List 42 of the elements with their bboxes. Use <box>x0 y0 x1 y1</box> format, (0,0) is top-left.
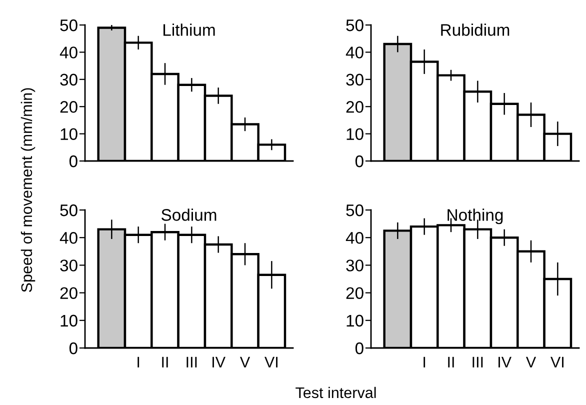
y-tick-label: 20 <box>346 101 364 113</box>
x-tick-label: III <box>186 356 197 368</box>
x-tick-label: VI <box>550 356 564 368</box>
y-tick-label: 50 <box>60 204 78 216</box>
y-tick-label: 10 <box>60 128 78 140</box>
y-tick-label: 10 <box>346 128 364 140</box>
y-tick-label: 50 <box>346 204 364 216</box>
y-tick-label: 20 <box>60 101 78 113</box>
y-tick-label: 50 <box>60 19 78 32</box>
y-tick-label: 30 <box>346 260 364 272</box>
y-tick-label: 20 <box>346 287 364 300</box>
x-tick-label: IV <box>212 356 226 368</box>
y-tick-label: 0 <box>69 342 78 354</box>
y-tick-label: 40 <box>60 46 78 58</box>
x-tick-label: V <box>526 356 536 368</box>
y-tick-label: 0 <box>69 155 78 168</box>
x-tick-label: VI <box>264 356 278 368</box>
y-tick-label: 10 <box>60 314 78 327</box>
x-tick-label: I <box>138 356 140 368</box>
y-tick-label: 30 <box>60 74 78 86</box>
y-tick-label: 40 <box>60 232 78 244</box>
y-tick-label: 10 <box>346 314 364 327</box>
x-tick-label: IV <box>498 356 512 368</box>
x-tick-label: III <box>472 356 483 368</box>
x-tick-label: II <box>162 356 168 368</box>
x-tick-label: II <box>448 356 454 368</box>
x-tick-label: V <box>240 356 250 368</box>
x-tick-label: I <box>424 356 426 368</box>
x-axis-title: Test interval <box>296 386 376 398</box>
y-tick-label: 0 <box>355 342 364 354</box>
chart-title: Sodium <box>162 208 216 221</box>
chart-title: Nothing <box>448 208 503 224</box>
y-tick-label: 30 <box>346 74 364 86</box>
y-tick-label: 30 <box>60 260 78 272</box>
y-tick-label: 50 <box>346 19 364 32</box>
y-axis-title: Speed of movement (mm/min) <box>20 88 36 292</box>
y-tick-label: 40 <box>346 46 364 58</box>
y-tick-label: 40 <box>346 232 364 244</box>
y-tick-label: 0 <box>355 155 364 168</box>
chart-title: Lithium <box>164 24 215 36</box>
y-tick-label: 20 <box>60 287 78 300</box>
chart-title: Rubidium <box>441 24 510 36</box>
